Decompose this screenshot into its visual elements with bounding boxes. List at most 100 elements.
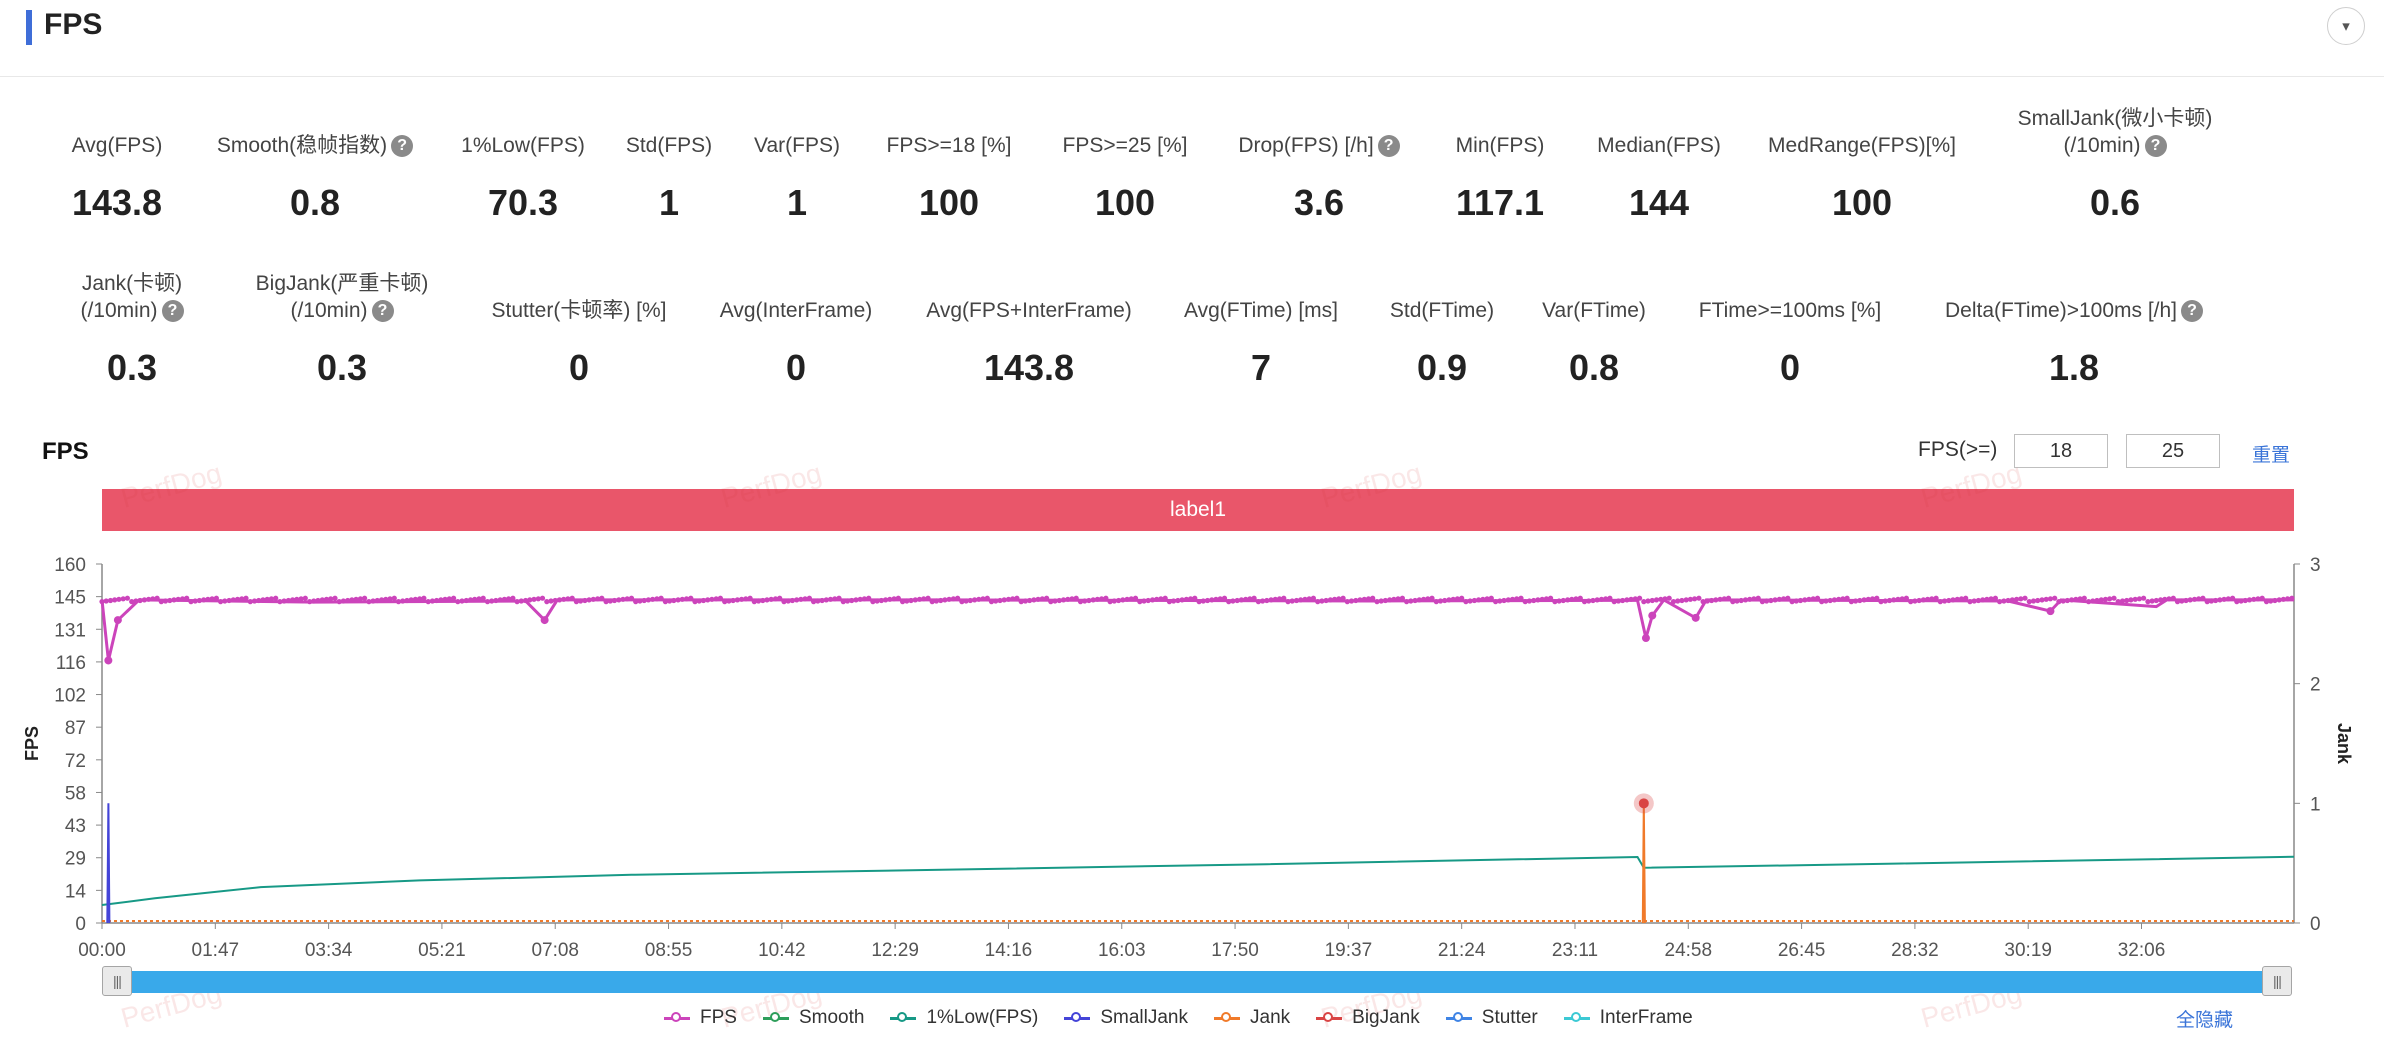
fps-point bbox=[434, 597, 440, 604]
metric-card: FPS>=18 [%] 100 bbox=[779, 105, 1119, 235]
metric-label-text: FPS>=18 [%] bbox=[886, 134, 1012, 157]
legend-item[interactable]: Jank bbox=[1214, 1007, 1290, 1029]
help-icon[interactable]: ? bbox=[2144, 135, 2167, 158]
fps-point bbox=[595, 596, 601, 602]
fps-point bbox=[1768, 597, 1774, 604]
fps-point bbox=[285, 597, 291, 604]
fps-point bbox=[120, 596, 126, 602]
help-icon[interactable]: ? bbox=[391, 135, 414, 158]
x-tick-label: 32:06 bbox=[2118, 940, 2166, 961]
fps-point bbox=[1158, 596, 1164, 602]
metric-label-text: BigJank(严重卡顿) bbox=[255, 272, 429, 295]
fps-point bbox=[755, 598, 762, 604]
legend-item[interactable]: SmallJank bbox=[1064, 1007, 1188, 1029]
fps-point bbox=[1416, 597, 1422, 603]
fps-point bbox=[1010, 596, 1016, 602]
fps-point bbox=[429, 598, 435, 604]
y-axis-title-left: FPS bbox=[22, 726, 42, 761]
legend-item[interactable]: Smooth bbox=[762, 1007, 864, 1029]
fps-point bbox=[675, 597, 681, 603]
metric-card: Var(FPS) 1 bbox=[627, 105, 967, 235]
fps-point bbox=[900, 599, 906, 605]
fps-point bbox=[264, 596, 270, 602]
fps-point bbox=[353, 596, 359, 602]
fps-point bbox=[599, 595, 605, 601]
fps-threshold-input-2[interactable]: 25 bbox=[2126, 434, 2220, 468]
metric-card: Avg(InterFrame) 0 bbox=[626, 270, 966, 400]
help-icon[interactable]: ? bbox=[2181, 300, 2204, 323]
zoom-slider-track[interactable] bbox=[104, 971, 2292, 993]
fps-point bbox=[1725, 595, 1732, 601]
fps-point bbox=[268, 596, 274, 602]
fps-point bbox=[866, 595, 872, 601]
fps-point bbox=[2179, 598, 2185, 604]
metric-label-text: MedRange(FPS)[%] bbox=[1768, 134, 1956, 157]
fps-point bbox=[1234, 597, 1240, 604]
metric-label-text: Avg(InterFrame) bbox=[719, 299, 873, 322]
fps-point bbox=[671, 597, 677, 604]
fps-point bbox=[1975, 597, 1981, 604]
metric-value: 117.1 bbox=[1455, 182, 1545, 223]
fps-point bbox=[726, 598, 732, 604]
x-tick-label: 03:34 bbox=[305, 940, 353, 961]
fps-point bbox=[2128, 597, 2134, 603]
help-icon[interactable]: ? bbox=[161, 300, 184, 323]
fps-point bbox=[1281, 595, 1287, 601]
fps-point bbox=[510, 595, 516, 601]
fps-point bbox=[497, 597, 503, 603]
fps-threshold-input-1[interactable]: 18 bbox=[2014, 434, 2108, 468]
fps-point bbox=[1217, 596, 1223, 602]
legend-item[interactable]: FPS bbox=[664, 1007, 737, 1029]
fps-point bbox=[1221, 595, 1228, 601]
fps-dip-point bbox=[2046, 607, 2055, 616]
fps-point bbox=[332, 595, 338, 601]
fps-point bbox=[853, 597, 859, 603]
x-tick-label: 28:32 bbox=[1891, 940, 1939, 961]
fps-point bbox=[2018, 596, 2024, 602]
reset-button[interactable]: 重置 bbox=[2252, 445, 2291, 466]
help-icon[interactable]: ? bbox=[1377, 135, 1400, 158]
fps-point bbox=[1145, 597, 1151, 604]
fps-point bbox=[1298, 597, 1304, 603]
fps-point bbox=[2221, 596, 2227, 602]
fps-point bbox=[743, 596, 749, 602]
legend-item[interactable]: BigJank bbox=[1316, 1007, 1420, 1029]
legend-item[interactable]: InterFrame bbox=[1563, 1007, 1693, 1029]
fps-point bbox=[849, 597, 855, 604]
fps-point bbox=[2115, 599, 2121, 605]
metric-label: Smooth(稳帧指数)? bbox=[145, 132, 485, 159]
help-icon[interactable]: ? bbox=[371, 300, 394, 323]
hide-all-button[interactable]: 全隐藏 bbox=[2176, 1010, 2234, 1031]
legend-label: InterFrame bbox=[1599, 1007, 1693, 1028]
fps-point bbox=[1942, 598, 1948, 604]
chevron-down-icon: ▾ bbox=[2342, 18, 2350, 35]
fps-point bbox=[1882, 598, 1888, 604]
metric-value: 7 bbox=[1250, 347, 1272, 388]
fps-point bbox=[1188, 596, 1194, 602]
fps-point bbox=[772, 596, 779, 602]
metric-label-text: Stutter(卡顿率) [%] bbox=[491, 299, 667, 322]
fps-point bbox=[1776, 596, 1782, 602]
fps-point bbox=[518, 598, 524, 604]
fps-point bbox=[955, 595, 961, 601]
y-tick-label-left: 43 bbox=[65, 816, 86, 837]
fps-point bbox=[2060, 598, 2066, 604]
zoom-slider-left-handle[interactable]: ||| bbox=[102, 966, 132, 996]
fps-point bbox=[916, 596, 923, 602]
legend-dot bbox=[769, 1012, 780, 1022]
x-tick-label: 12:29 bbox=[871, 940, 919, 961]
legend-item[interactable]: 1%Low(FPS) bbox=[890, 1007, 1038, 1029]
zoom-slider-right-handle[interactable]: ||| bbox=[2262, 966, 2292, 996]
collapse-button[interactable]: ▾ bbox=[2327, 7, 2365, 45]
legend-symbol-icon bbox=[1563, 1011, 1590, 1025]
metric-label-text: Avg(FTime) [ms] bbox=[1183, 299, 1338, 322]
metric-label: SmallJank(微小卡顿) (/10min)? bbox=[1945, 105, 2285, 159]
fps-point bbox=[929, 599, 935, 605]
legend-symbol-icon bbox=[890, 1011, 917, 1025]
x-tick-label: 01:47 bbox=[192, 940, 240, 961]
label-bar[interactable]: label1 bbox=[102, 489, 2294, 531]
metric-value: 0 bbox=[568, 347, 590, 388]
fps-point bbox=[815, 598, 821, 604]
y-axis-title-right: Jank bbox=[2334, 723, 2354, 765]
legend-item[interactable]: Stutter bbox=[1445, 1007, 1538, 1029]
